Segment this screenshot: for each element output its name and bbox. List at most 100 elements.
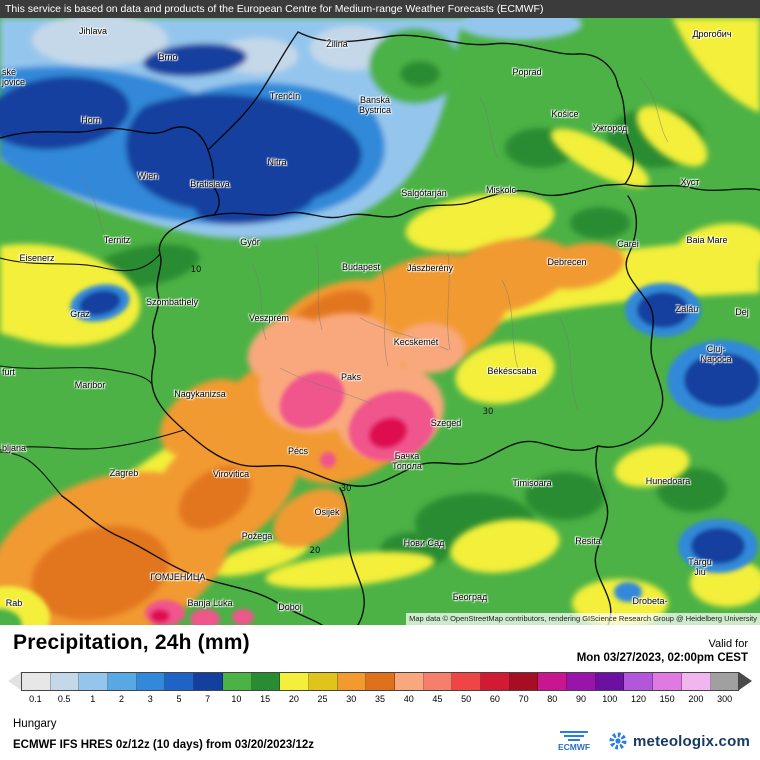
city-label: Cluj-Napoca xyxy=(700,344,732,364)
scale-tick: 15 xyxy=(260,694,271,704)
city-label: Београд xyxy=(452,592,488,602)
scale-arrow-right-icon xyxy=(739,672,752,690)
city-label: Carei xyxy=(617,239,639,249)
scale-tick: 200 xyxy=(688,694,704,704)
scale-segment xyxy=(624,673,654,690)
city-label: Timișoara xyxy=(512,478,552,488)
city-label: Kecskemét xyxy=(393,337,439,347)
city-label: Дрогобич xyxy=(692,29,732,39)
valid-datetime: Mon 03/27/2023, 02:00pm CEST xyxy=(576,652,748,664)
scale-tick: 70 xyxy=(518,694,529,704)
contour-value-label: 30 xyxy=(482,407,494,417)
scale-arrow-left-icon xyxy=(8,672,21,690)
legend-title: Precipitation, 24h (mm) xyxy=(13,631,250,654)
city-label: Нови Сад xyxy=(403,538,445,548)
map-artwork xyxy=(0,18,760,625)
scale-segment xyxy=(538,673,568,690)
city-label: Doboj xyxy=(278,602,302,612)
city-label: Požega xyxy=(241,531,273,541)
scale-tick: 300 xyxy=(717,694,733,704)
ecmwf-logo[interactable]: ECMWF xyxy=(552,729,596,753)
city-labels-layer: Jihlava Brno Žilina Poprad Дрогобич Trenčín Ba… xyxy=(0,18,760,625)
scale-segments xyxy=(21,672,739,691)
city-label: Бачка Топола xyxy=(392,451,422,471)
meteologix-wordmark: meteologix.com xyxy=(633,732,750,750)
city-label: Paks xyxy=(340,372,362,382)
city-label: Banja Luka xyxy=(187,598,233,608)
scale-tick: 25 xyxy=(317,694,328,704)
city-label: furt xyxy=(2,367,16,377)
city-label: Târgu Jiu xyxy=(688,557,712,577)
city-label: Žilina xyxy=(326,39,348,49)
city-label: Nagykanizsa xyxy=(174,389,226,399)
scale-segment xyxy=(452,673,481,690)
scale-segment xyxy=(653,673,682,690)
contour-value-label: 10 xyxy=(190,265,202,275)
city-label: Jihlava xyxy=(78,26,108,36)
scale-segment xyxy=(423,673,453,690)
city-label: Ужгород xyxy=(592,123,628,133)
city-label: jovice xyxy=(2,77,26,87)
valid-for-label: Valid for xyxy=(708,638,748,650)
scale-tick: 3 xyxy=(147,694,153,704)
city-label: Virovitica xyxy=(212,469,250,479)
city-label: Budapest xyxy=(341,262,381,272)
scale-tick: 35 xyxy=(374,694,385,704)
city-label: Veszprém xyxy=(248,313,290,323)
scale-segment xyxy=(108,673,137,690)
city-label: Osijek xyxy=(314,507,340,517)
city-label: Horn xyxy=(81,115,101,125)
brand-block: ECMWF meteologix.com xyxy=(552,729,750,753)
scale-segment xyxy=(194,673,223,690)
city-label: Drobeta- xyxy=(632,596,668,606)
scale-segment xyxy=(595,673,625,690)
city-label: Debrecen xyxy=(547,257,587,267)
scale-tick: 40 xyxy=(403,694,414,704)
city-label: Zagreb xyxy=(109,468,139,478)
scale-tick: 90 xyxy=(576,694,587,704)
city-label: Szeged xyxy=(430,418,462,428)
city-label: Pécs xyxy=(287,446,309,456)
scale-tick: 2 xyxy=(119,694,125,704)
scale-segment xyxy=(509,673,539,690)
scale-segment xyxy=(251,673,281,690)
city-label: Eisenerz xyxy=(19,253,55,263)
city-label: Rab xyxy=(5,598,23,608)
city-label: Poprad xyxy=(512,67,542,77)
scale-segment xyxy=(22,673,51,690)
city-label: ГОМЈЕНИЦА xyxy=(150,572,206,582)
city-label: Zalău xyxy=(675,304,699,314)
scale-segment xyxy=(136,673,166,690)
city-label: Dej xyxy=(735,307,749,317)
scale-tick: 80 xyxy=(547,694,558,704)
scale-tick: 10 xyxy=(231,694,242,704)
city-label: Brno xyxy=(158,52,178,62)
scale-segment xyxy=(222,673,252,690)
forecast-map[interactable]: Jihlava Brno Žilina Poprad Дрогобич Trenčín Ba… xyxy=(0,18,760,625)
scale-tick: 150 xyxy=(659,694,675,704)
meteologix-logo[interactable]: meteologix.com xyxy=(608,731,750,751)
meteologix-gear-icon xyxy=(609,732,627,750)
scale-tick: 60 xyxy=(489,694,500,704)
city-label: Szombathely xyxy=(145,297,199,307)
city-label: Győr xyxy=(240,237,260,247)
color-scale: 0.1 0.5 1 2 3 5 7 10 15 20 25 30 35 40 45 50 60 70 80 90 100… xyxy=(8,672,752,704)
service-banner-text: This service is based on data and produc… xyxy=(5,3,544,15)
contour-value-label: 20 xyxy=(309,546,321,556)
model-info: ECMWF IFS HRES 0z/12z (10 days) from 03/… xyxy=(13,739,315,751)
city-label: bljana xyxy=(2,443,27,453)
service-banner: This service is based on data and produc… xyxy=(0,0,760,18)
city-label: Хуст xyxy=(680,177,700,187)
city-label: ské xyxy=(2,67,17,77)
city-label: Wien xyxy=(137,171,159,181)
city-label: Nitra xyxy=(267,157,287,167)
scale-segment xyxy=(280,673,309,690)
city-label: Resita xyxy=(575,536,601,546)
city-label: Salgótarján xyxy=(401,188,447,198)
scale-tick: 7 xyxy=(205,694,211,704)
legend-panel: Precipitation, 24h (mm) Valid for Mon 03… xyxy=(0,625,760,760)
scale-tick-labels: 0.1 0.5 1 2 3 5 7 10 15 20 25 30 35 40 45 50 60 70 80 90 100… xyxy=(8,694,752,704)
scale-tick: 50 xyxy=(461,694,472,704)
scale-tick: 100 xyxy=(602,694,618,704)
